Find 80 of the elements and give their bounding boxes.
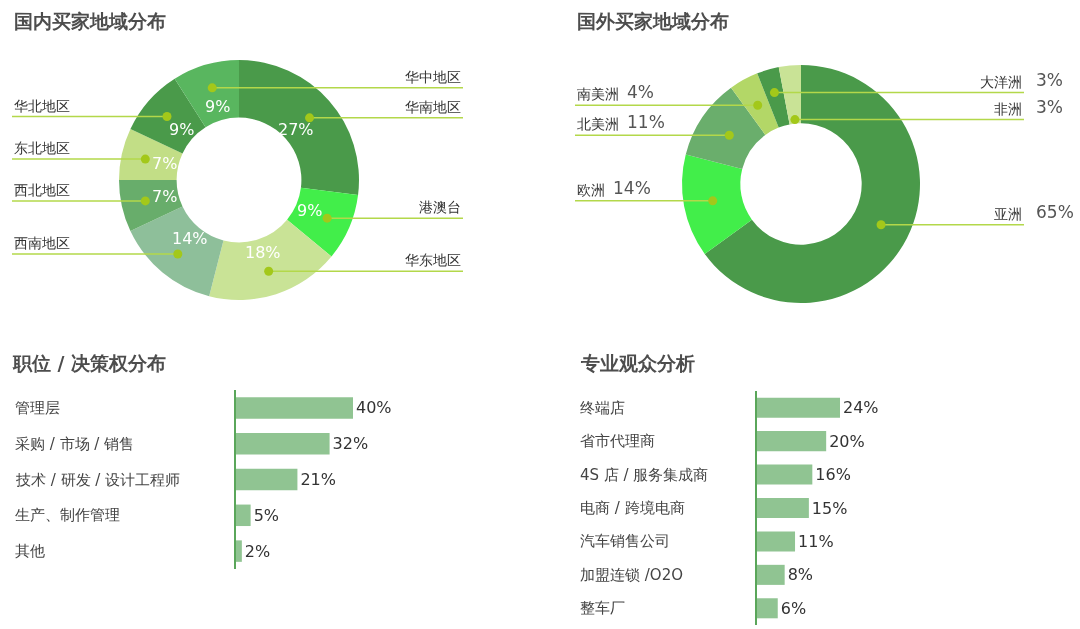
donut-slice — [130, 206, 224, 297]
data-label: 3% — [1036, 70, 1063, 90]
bar — [757, 464, 813, 485]
donut-slice — [682, 154, 752, 254]
data-label: 9% — [205, 97, 231, 116]
donut-slice — [119, 180, 183, 232]
data-label: 16% — [815, 465, 851, 485]
y-tick-label: 其他 — [15, 542, 45, 560]
donut-slice — [287, 187, 359, 257]
y-tick-label: 电商 / 跨境电商 — [580, 499, 685, 517]
data-label: 24% — [843, 398, 879, 418]
y-tick-label: 汽车销售公司 — [580, 532, 670, 550]
data-label: 65% — [1036, 202, 1074, 222]
y-tick-label: 管理层 — [15, 399, 60, 417]
chart-title: 专业观众分析 — [580, 352, 695, 374]
bar — [757, 564, 785, 585]
slice-label: 华北地区 — [14, 98, 70, 114]
slice-label: 大洋洲 — [980, 74, 1022, 90]
data-label: 21% — [300, 470, 336, 489]
y-tick-label: 技术 / 研发 / 设计工程师 — [15, 471, 181, 489]
bar — [757, 431, 827, 452]
data-label: 40% — [356, 398, 392, 418]
data-label: 9% — [169, 120, 195, 139]
slice-label: 西南地区 — [14, 235, 70, 251]
donut-slice — [685, 87, 766, 169]
slice-label: 港澳台 — [419, 199, 461, 215]
data-label: 14% — [172, 229, 208, 248]
donut-slice — [778, 65, 801, 125]
bar — [757, 497, 809, 519]
chart-title: 国内买家地域分布 — [14, 10, 166, 32]
data-label: 20% — [829, 431, 865, 451]
y-tick-label: 生产、制作管理 — [15, 506, 120, 524]
data-label: 6% — [780, 598, 807, 618]
data-label: 32% — [332, 434, 369, 454]
slice-label: 华东地区 — [405, 252, 461, 268]
data-label: 18% — [245, 243, 281, 262]
data-label: 7% — [152, 154, 178, 173]
bar — [757, 397, 840, 418]
chart-title: 职位 / 决策权分布 — [12, 352, 167, 374]
bar — [236, 468, 298, 491]
y-tick-label: 整车厂 — [580, 599, 625, 617]
donut-slice — [757, 67, 790, 128]
donut-slice — [239, 60, 359, 196]
y-tick-label: 采购 / 市场 / 销售 — [15, 435, 135, 453]
bar — [757, 531, 796, 552]
slice-label: 南美洲 — [577, 86, 619, 102]
slice-label: 华中地区 — [405, 69, 461, 85]
y-tick-label: 终端店 — [580, 399, 625, 417]
data-label: 11% — [798, 531, 834, 551]
donut-slice — [209, 219, 332, 300]
data-label: 14% — [613, 178, 651, 198]
slice-label: 亚洲 — [994, 206, 1022, 222]
bar — [236, 397, 353, 419]
slice-label: 非洲 — [994, 101, 1022, 117]
bar — [757, 598, 778, 619]
data-label: 7% — [152, 187, 178, 206]
donut-slice — [130, 78, 206, 154]
donut-slice — [731, 73, 779, 135]
bar — [236, 504, 251, 527]
chart-title: 国外买家地域分布 — [577, 10, 729, 32]
slice-label: 西北地区 — [14, 182, 70, 198]
data-label: 9% — [297, 201, 323, 220]
data-label: 5% — [253, 505, 280, 525]
data-label: 8% — [787, 565, 814, 585]
slice-label: 北美洲 — [577, 116, 619, 132]
slice-label: 东北地区 — [14, 140, 70, 156]
data-label: 2% — [244, 541, 271, 561]
data-label: 27% — [278, 120, 314, 139]
data-label: 11% — [627, 112, 665, 132]
donut-slice — [704, 65, 920, 303]
slice-label: 华南地区 — [405, 99, 461, 115]
y-tick-label: 4S 店 / 服务集成商 — [580, 466, 709, 484]
bar — [236, 432, 330, 455]
data-label: 4% — [627, 82, 654, 102]
y-tick-label: 加盟连锁 /O2O — [580, 566, 683, 584]
y-tick-label: 省市代理商 — [580, 432, 655, 450]
data-label: 3% — [1036, 97, 1063, 117]
data-label: 15% — [811, 498, 848, 518]
bar — [236, 540, 242, 562]
slice-label: 欧洲 — [577, 182, 605, 198]
